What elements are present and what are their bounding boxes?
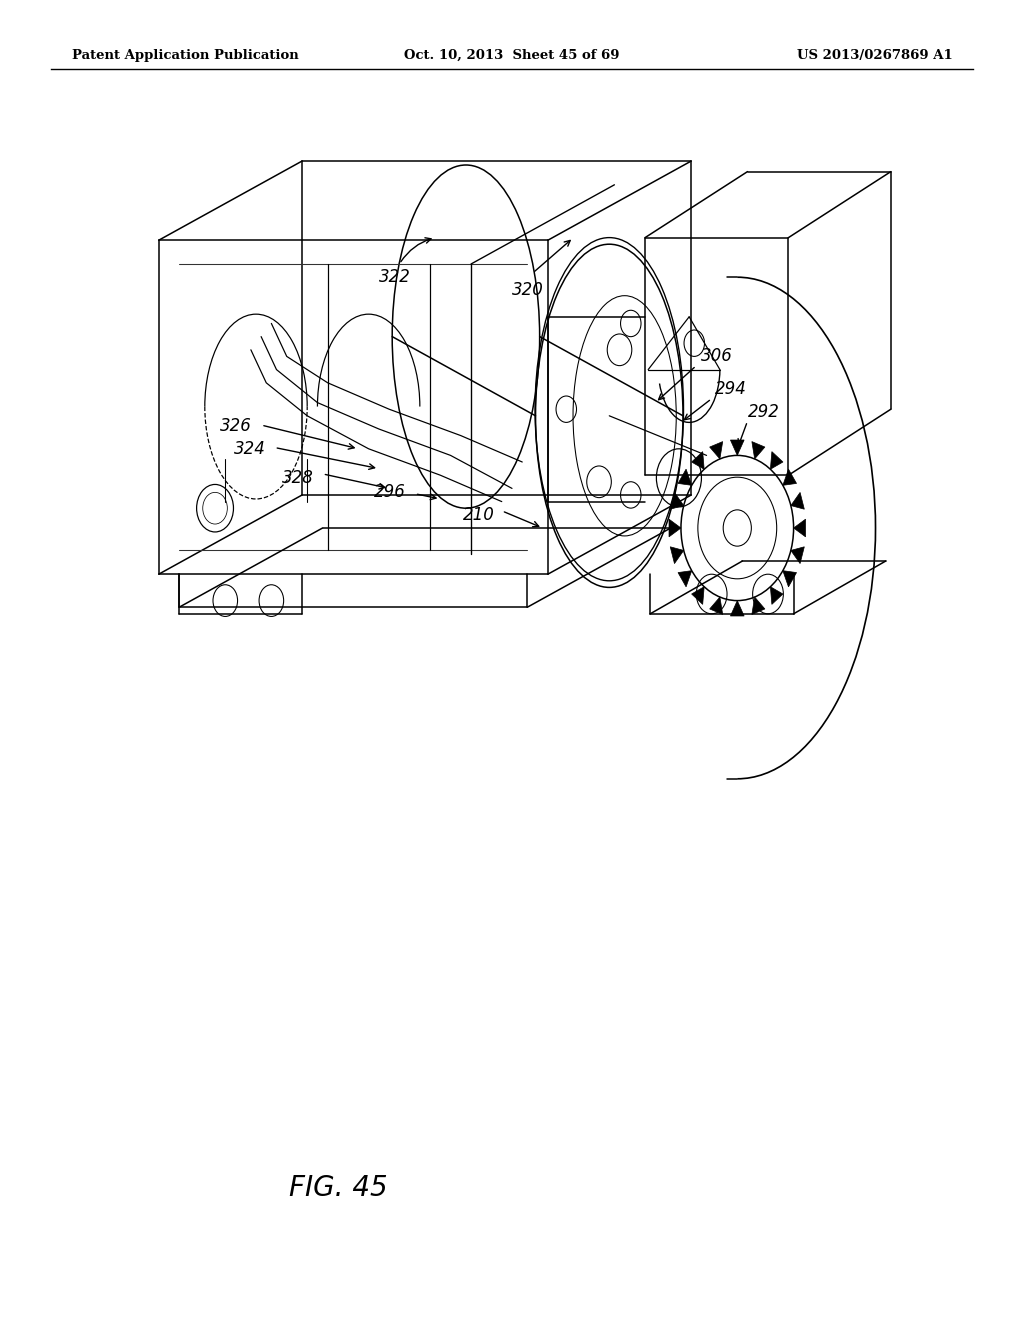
Text: 322: 322 bbox=[379, 268, 411, 286]
Polygon shape bbox=[691, 451, 705, 470]
Polygon shape bbox=[710, 442, 723, 459]
Polygon shape bbox=[794, 519, 806, 537]
Polygon shape bbox=[669, 519, 681, 537]
Text: 210: 210 bbox=[463, 506, 495, 524]
Text: 326: 326 bbox=[220, 417, 252, 436]
Text: Oct. 10, 2013  Sheet 45 of 69: Oct. 10, 2013 Sheet 45 of 69 bbox=[404, 49, 620, 62]
Text: Patent Application Publication: Patent Application Publication bbox=[72, 49, 298, 62]
Polygon shape bbox=[752, 597, 765, 614]
Polygon shape bbox=[671, 492, 684, 510]
Polygon shape bbox=[678, 469, 692, 486]
Text: 324: 324 bbox=[233, 440, 265, 458]
Polygon shape bbox=[770, 586, 783, 605]
Text: 294: 294 bbox=[715, 380, 746, 399]
Polygon shape bbox=[730, 440, 744, 455]
Text: 296: 296 bbox=[374, 483, 406, 502]
Text: 306: 306 bbox=[701, 347, 733, 366]
Polygon shape bbox=[710, 597, 723, 614]
Text: 320: 320 bbox=[512, 281, 544, 300]
Polygon shape bbox=[671, 546, 684, 564]
Text: US 2013/0267869 A1: US 2013/0267869 A1 bbox=[797, 49, 952, 62]
Polygon shape bbox=[752, 442, 765, 459]
Polygon shape bbox=[782, 570, 797, 587]
Polygon shape bbox=[691, 586, 705, 605]
Polygon shape bbox=[730, 601, 744, 616]
Text: FIG. 45: FIG. 45 bbox=[289, 1173, 387, 1203]
Polygon shape bbox=[791, 546, 804, 564]
Polygon shape bbox=[678, 570, 692, 587]
Text: 292: 292 bbox=[748, 403, 779, 421]
Text: 328: 328 bbox=[282, 469, 313, 487]
Polygon shape bbox=[770, 451, 783, 470]
Polygon shape bbox=[782, 469, 797, 486]
Polygon shape bbox=[791, 492, 804, 510]
